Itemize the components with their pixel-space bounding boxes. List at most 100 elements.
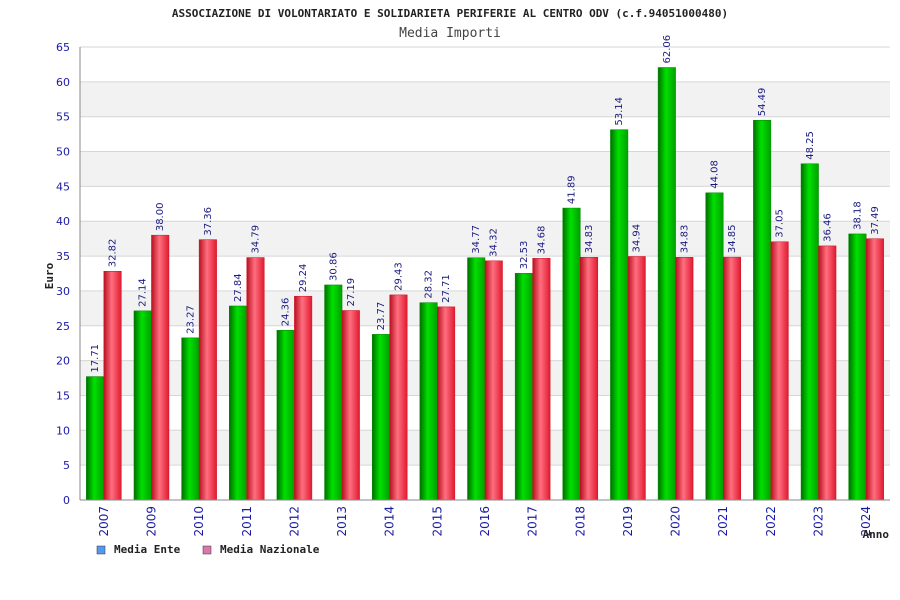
chart-subtitle: Media Importi bbox=[399, 26, 501, 41]
data-label-media-nazionale-2017: 34.68 bbox=[536, 226, 547, 255]
data-label-media-nazionale-2016: 34.32 bbox=[489, 228, 500, 257]
y-tick-labels: 0 5 10 15 20 25 30 35 40 45 50 55 60 65 bbox=[56, 41, 70, 507]
data-label-media-ente-2023: 48.25 bbox=[805, 131, 816, 160]
y-tick-label: 10 bbox=[56, 424, 70, 437]
bar-media-nazionale-2018 bbox=[580, 257, 599, 501]
bar-media-nazionale-2009 bbox=[151, 234, 170, 501]
data-label-media-ente-2007: 17.71 bbox=[90, 344, 101, 373]
bar-media-ente-2016 bbox=[467, 257, 486, 501]
bar-media-ente-2013 bbox=[324, 284, 343, 501]
data-label-media-nazionale-2007: 32.82 bbox=[108, 239, 119, 268]
bar-media-ente-2010 bbox=[181, 337, 200, 501]
data-label-media-nazionale-2011: 34.79 bbox=[251, 225, 262, 254]
data-label-media-ente-2014: 23.77 bbox=[376, 302, 387, 331]
data-label-media-ente-2019: 53.14 bbox=[614, 97, 625, 126]
bar-media-ente-2020 bbox=[657, 67, 676, 501]
y-tick-label: 0 bbox=[63, 494, 70, 507]
data-label-media-nazionale-2021: 34.85 bbox=[727, 224, 738, 253]
bar-media-ente-2011 bbox=[229, 305, 248, 501]
data-label-media-nazionale-2018: 34.83 bbox=[584, 225, 595, 254]
x-tick-label-2019: 2019 bbox=[621, 506, 635, 537]
x-tick-label-2015: 2015 bbox=[430, 506, 444, 537]
x-tick-label-2014: 2014 bbox=[383, 506, 397, 537]
data-label-media-ente-2020: 62.06 bbox=[662, 35, 673, 64]
y-tick-label: 50 bbox=[56, 146, 70, 159]
axes bbox=[79, 47, 890, 501]
data-label-media-ente-2024: 38.18 bbox=[852, 201, 863, 230]
y-tick-label: 20 bbox=[56, 355, 70, 368]
bar-media-nazionale-2020 bbox=[675, 257, 694, 501]
data-label-media-ente-2012: 24.36 bbox=[281, 298, 292, 327]
bar-media-ente-2009 bbox=[133, 310, 152, 501]
x-tick-label-2024: 2024 bbox=[859, 506, 873, 537]
data-label-media-nazionale-2009: 38.00 bbox=[155, 203, 166, 232]
data-label-media-nazionale-2015: 27.71 bbox=[441, 274, 452, 303]
legend: Media Ente Media Nazionale bbox=[96, 543, 320, 556]
x-tick-label-2013: 2013 bbox=[335, 506, 349, 537]
data-label-media-ente-2013: 30.86 bbox=[328, 252, 339, 281]
data-label-media-ente-2022: 54.49 bbox=[757, 88, 768, 117]
bar-media-ente-2017 bbox=[514, 273, 533, 501]
data-label-media-ente-2011: 27.84 bbox=[233, 273, 244, 302]
x-tick-label-2009: 2009 bbox=[144, 506, 158, 537]
x-axis-label: Anno bbox=[863, 528, 890, 541]
y-tick-label: 25 bbox=[56, 320, 70, 333]
data-label-media-ente-2010: 23.27 bbox=[185, 305, 196, 334]
bar-media-nazionale-2012 bbox=[294, 295, 313, 501]
legend-swatch-media-ente bbox=[96, 545, 106, 555]
data-label-media-ente-2009: 27.14 bbox=[138, 278, 149, 307]
bar-media-ente-2023 bbox=[800, 163, 819, 501]
x-tick-label-2021: 2021 bbox=[716, 506, 730, 537]
data-label-media-ente-2015: 28.32 bbox=[424, 270, 435, 299]
bar-media-nazionale-2024 bbox=[865, 238, 884, 501]
data-label-media-nazionale-2023: 36.46 bbox=[822, 213, 833, 242]
bar-media-ente-2015 bbox=[419, 302, 438, 501]
x-tick-label-2023: 2023 bbox=[812, 506, 826, 537]
data-label-media-nazionale-2013: 27.19 bbox=[346, 278, 357, 307]
bar-media-nazionale-2015 bbox=[437, 306, 456, 501]
bar-media-nazionale-2021 bbox=[722, 256, 741, 501]
data-label-media-nazionale-2024: 37.49 bbox=[870, 206, 881, 235]
y-tick-label: 65 bbox=[56, 41, 70, 54]
y-axis-label: Euro bbox=[43, 262, 56, 289]
legend-label-media-nazionale: Media Nazionale bbox=[220, 543, 320, 556]
x-tick-label-2016: 2016 bbox=[478, 506, 492, 537]
y-tick-label: 40 bbox=[56, 215, 70, 228]
bar-media-ente-2024 bbox=[848, 233, 867, 501]
x-tick-label-2010: 2010 bbox=[192, 506, 206, 537]
y-tick-label: 5 bbox=[63, 459, 70, 472]
x-tick-label-2012: 2012 bbox=[287, 506, 301, 537]
data-label-media-nazionale-2022: 37.05 bbox=[775, 209, 786, 238]
data-label-media-nazionale-2014: 29.43 bbox=[393, 262, 404, 291]
data-label-media-ente-2021: 44.08 bbox=[709, 160, 720, 189]
bar-media-nazionale-2010 bbox=[198, 239, 217, 501]
bar-media-nazionale-2014 bbox=[389, 294, 408, 501]
bar-media-nazionale-2013 bbox=[341, 310, 360, 501]
bar-media-ente-2022 bbox=[753, 119, 772, 501]
data-label-media-ente-2017: 32.53 bbox=[519, 241, 530, 270]
data-label-media-nazionale-2020: 34.83 bbox=[679, 225, 690, 254]
y-tick-label: 60 bbox=[56, 76, 70, 89]
x-tick-label-2020: 2020 bbox=[669, 506, 683, 537]
x-tick-label-2018: 2018 bbox=[573, 506, 587, 537]
x-tick-label-2017: 2017 bbox=[526, 506, 540, 537]
x-tick-label-2011: 2011 bbox=[240, 506, 254, 537]
bar-media-nazionale-2019 bbox=[627, 256, 646, 501]
data-label-media-ente-2018: 41.89 bbox=[567, 175, 578, 204]
bar-media-nazionale-2007 bbox=[103, 271, 122, 501]
x-tick-label-2007: 2007 bbox=[97, 506, 111, 537]
x-tick-label-2022: 2022 bbox=[764, 506, 778, 537]
y-tick-label: 15 bbox=[56, 389, 70, 402]
bar-media-nazionale-2022 bbox=[770, 241, 789, 501]
bar-media-ente-2014 bbox=[371, 334, 390, 501]
bar-media-nazionale-2023 bbox=[818, 245, 837, 501]
y-tick-label: 35 bbox=[56, 250, 70, 263]
data-labels: 17.71 32.82 27.14 38.00 23.27 37.36 27.84 34.79… bbox=[90, 35, 881, 373]
bar-media-ente-2021 bbox=[705, 192, 724, 501]
plot-band bbox=[80, 81, 890, 117]
bars bbox=[86, 67, 884, 501]
y-tick-label: 55 bbox=[56, 111, 70, 124]
x-tick-labels: 2007 2009 2010 2011 2012 2013 2014 2015 2016 2017… bbox=[97, 506, 873, 537]
bar-media-ente-2012 bbox=[276, 329, 295, 501]
